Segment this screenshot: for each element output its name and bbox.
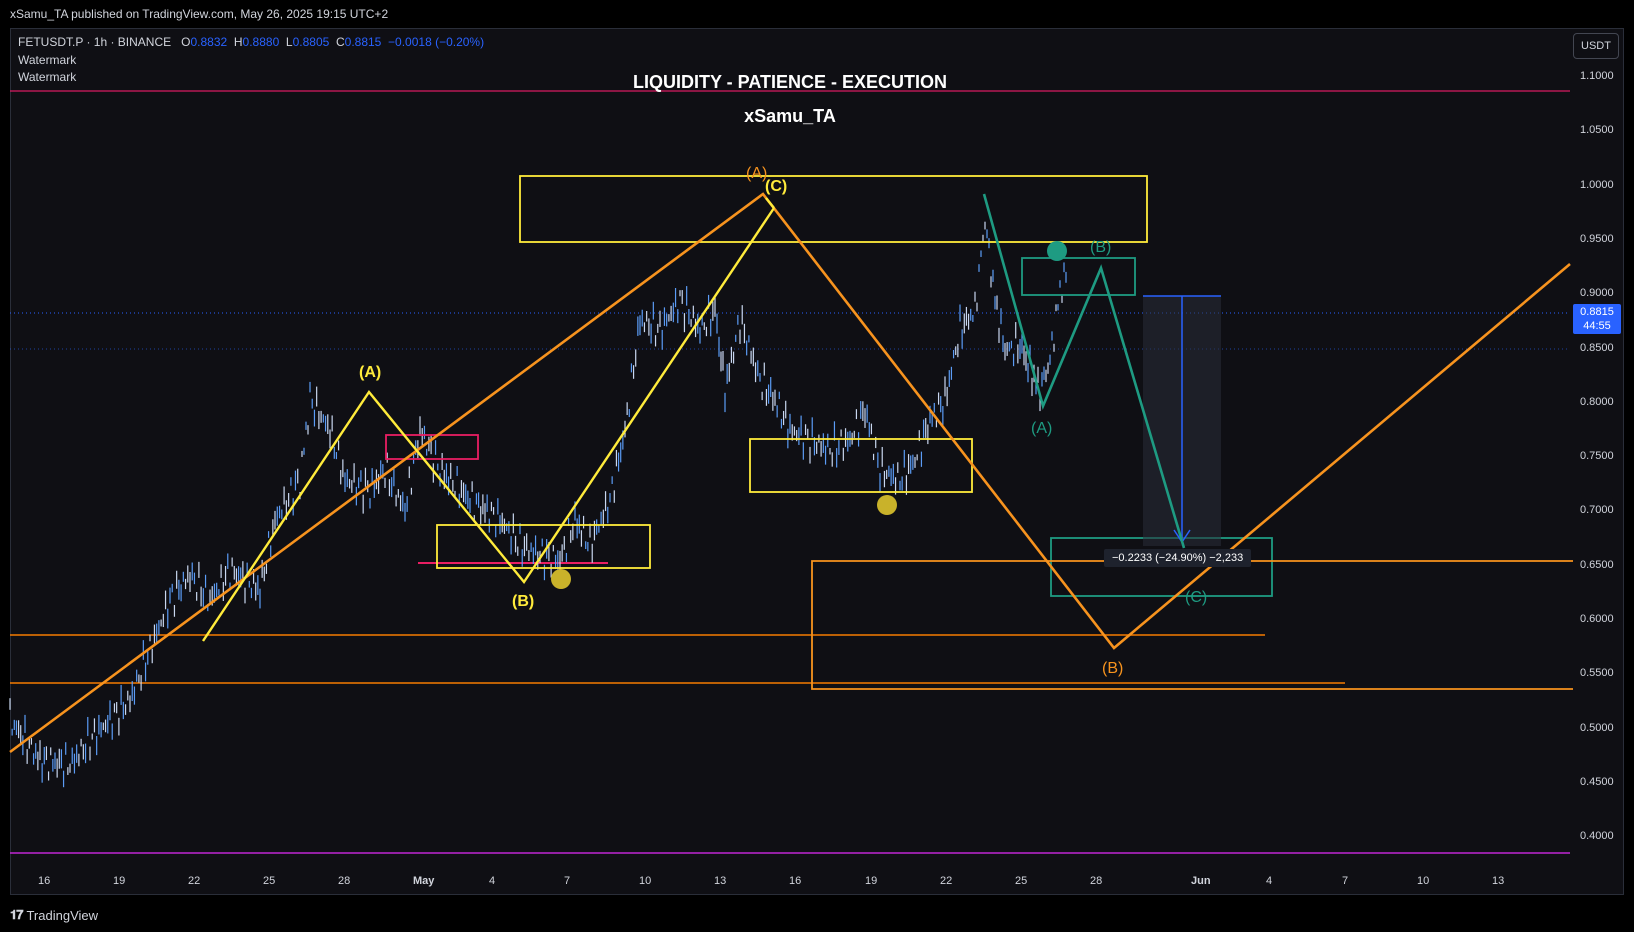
green-zone-top xyxy=(1021,257,1136,296)
wave-label-yellow-b: (B) xyxy=(512,593,535,610)
time-tick-label: 13 xyxy=(1492,875,1505,887)
time-tick-label: May xyxy=(413,875,435,887)
wave-label-yellow-c: (C) xyxy=(765,178,788,195)
time-tick-label: 28 xyxy=(338,875,351,887)
price-tick-label: 1.0000 xyxy=(1580,178,1614,191)
time-tick-label: 22 xyxy=(188,875,201,887)
watermark-2: Watermark xyxy=(18,70,77,84)
time-tick-label: 7 xyxy=(1342,875,1349,887)
price-tick-label: 0.7500 xyxy=(1580,450,1614,463)
yellow-zone-left xyxy=(436,524,651,569)
price-tick-label: 0.5000 xyxy=(1580,721,1614,734)
time-tick-label: 25 xyxy=(1015,875,1028,887)
chart-title: LIQUIDITY - PATIENCE - EXECUTION xyxy=(632,72,947,92)
publish-info: xSamu_TA published on TradingView.com, M… xyxy=(10,7,389,21)
price-tick-label: 0.8500 xyxy=(1580,341,1614,354)
candles-series xyxy=(9,221,1067,788)
legend-open-label: O xyxy=(181,35,191,49)
price-tick-label: 0.6500 xyxy=(1580,558,1614,571)
price-tick-label: 0.6000 xyxy=(1580,613,1614,625)
time-tick-label: 28 xyxy=(1090,875,1103,887)
time-tick-label: 7 xyxy=(564,875,571,887)
green-zone-bottom xyxy=(1050,537,1273,597)
current-price-value: 0.8815 xyxy=(1580,306,1614,318)
price-tick-label: 0.4000 xyxy=(1580,830,1614,843)
legend-close-label: C xyxy=(335,35,345,49)
legend-low: 0.8805 xyxy=(292,35,330,49)
time-tick-label: 22 xyxy=(940,875,953,887)
price-tick-label: 0.8000 xyxy=(1580,395,1614,408)
pink-zone xyxy=(385,434,479,460)
currency-button[interactable]: USDT xyxy=(1573,33,1619,59)
wave-label-orange-b: (B) xyxy=(1102,660,1124,677)
legend-low-label: L xyxy=(285,35,293,49)
top-bar: xSamu_TA published on TradingView.com, M… xyxy=(0,0,1634,28)
legend-close: 0.8815 xyxy=(344,35,382,49)
price-tick-label: 0.9000 xyxy=(1580,287,1614,300)
time-tick-label: 16 xyxy=(789,875,802,887)
price-tick-label: 0.9500 xyxy=(1580,232,1614,245)
yellow-zone-top xyxy=(519,175,1148,243)
orange-wave xyxy=(9,192,1571,754)
tradingview-logo-icon: 𝟏𝟕 xyxy=(10,907,24,922)
price-tick-label: 1.0500 xyxy=(1580,124,1614,137)
time-tick-label: Jun xyxy=(1191,875,1211,887)
time-tick-label: 16 xyxy=(38,875,51,887)
green-dot xyxy=(1047,241,1067,261)
tradingview-brand-label: TradingView xyxy=(26,907,99,923)
yellow-dot-left xyxy=(551,569,571,589)
current-price-countdown: 44:55 xyxy=(1583,320,1611,332)
chart-subtitle: xSamu_TA xyxy=(744,106,836,126)
yellow-zone-mid xyxy=(749,438,973,493)
time-tick-label: 10 xyxy=(639,875,652,887)
wave-label-green-c: (C) xyxy=(1185,589,1208,606)
legend-symbol: FETUSDT.P · 1h · BINANCE xyxy=(18,35,172,49)
time-tick-label: 25 xyxy=(263,875,276,887)
symbol-legend: FETUSDT.P · 1h · BINANCE O0.8832 H0.8880… xyxy=(18,35,484,49)
yellow-wave xyxy=(202,207,775,642)
wave-label-yellow-a: (A) xyxy=(359,364,382,381)
current-price-tag: 0.8815 44:55 xyxy=(1573,304,1621,334)
wave-label-green-a: (A) xyxy=(1031,420,1053,437)
time-tick-label: 19 xyxy=(113,875,126,887)
price-tick-label: 0.7000 xyxy=(1580,504,1614,517)
time-tick-label: 13 xyxy=(714,875,727,887)
legend-open: 0.8832 xyxy=(190,35,228,49)
yellow-return xyxy=(765,197,775,209)
time-tick-label: 19 xyxy=(865,875,878,887)
wave-label-green-b: (B) xyxy=(1090,239,1112,256)
watermark-1: Watermark xyxy=(18,53,77,67)
time-tick-label: 4 xyxy=(489,875,496,887)
chart-area[interactable] xyxy=(10,28,1624,895)
footer xyxy=(0,895,1634,932)
price-tick-label: 0.5500 xyxy=(1580,667,1614,680)
time-tick-label: 10 xyxy=(1417,875,1430,887)
green-wave xyxy=(982,193,1186,549)
legend-high-label: H xyxy=(233,35,243,49)
time-tick-label: 4 xyxy=(1266,875,1273,887)
yellow-dot-mid xyxy=(877,495,897,515)
tradingview-brand[interactable]: 𝟏𝟕 TradingView xyxy=(10,907,98,923)
price-tick-label: 0.4500 xyxy=(1580,775,1614,788)
measure-label: −0.2233 (−24.90%) −2,233 xyxy=(1104,549,1252,567)
legend-change: −0.0018 (−0.20%) xyxy=(388,35,485,49)
legend-high: 0.8880 xyxy=(242,35,280,49)
price-tick-label: 1.1000 xyxy=(1580,70,1614,82)
wave-label-orange-a: (A) xyxy=(746,165,768,182)
